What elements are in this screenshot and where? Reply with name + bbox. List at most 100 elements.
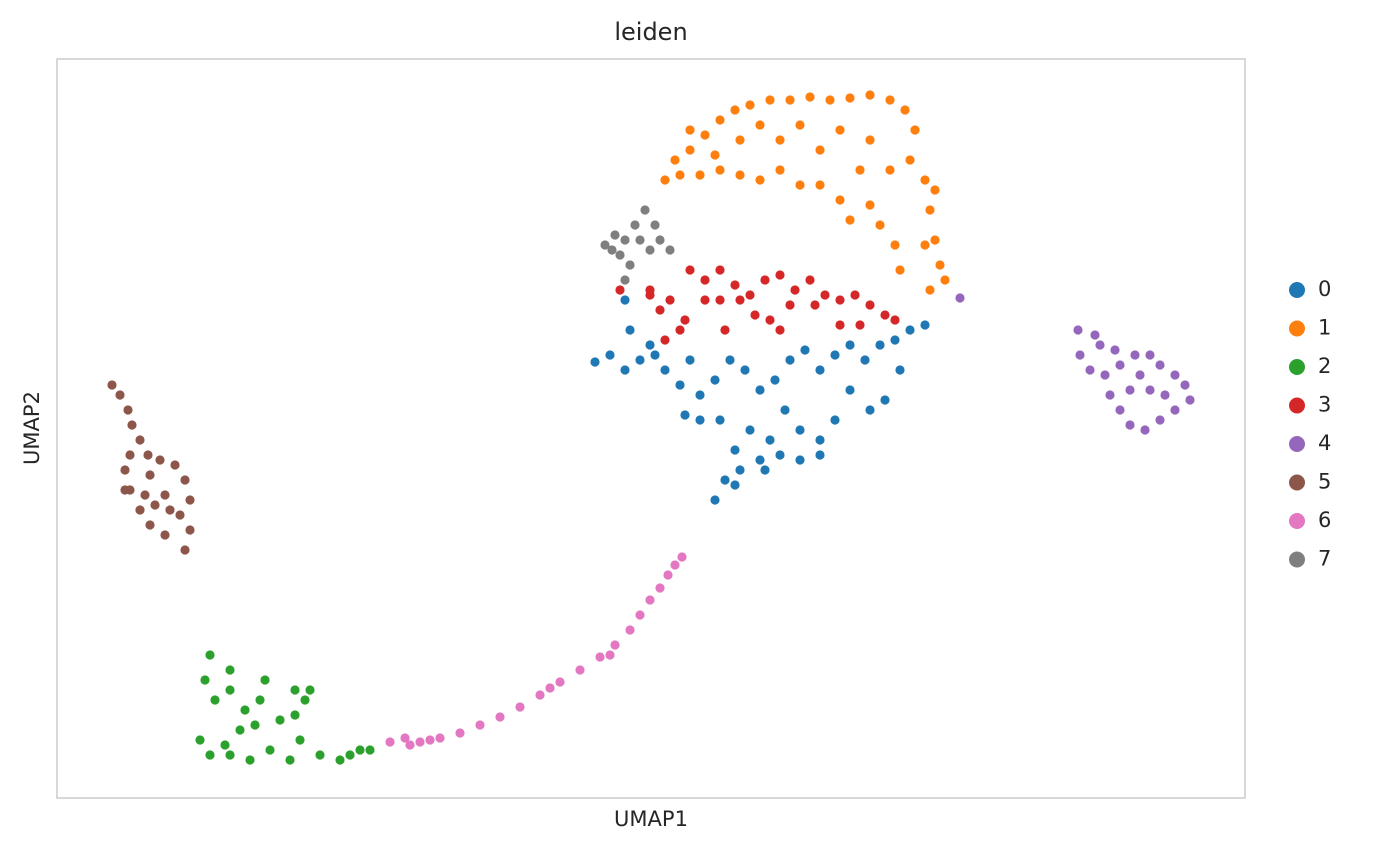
point [640, 205, 650, 215]
point [655, 305, 665, 315]
point [835, 125, 845, 135]
point [775, 165, 785, 175]
point [865, 300, 875, 310]
point [695, 415, 705, 425]
point [730, 480, 740, 490]
point [620, 275, 630, 285]
point [675, 380, 685, 390]
point [715, 265, 725, 275]
point [755, 385, 765, 395]
point [607, 245, 617, 255]
point [1140, 425, 1150, 435]
point [140, 490, 150, 500]
point [685, 355, 695, 365]
point [575, 665, 585, 675]
point [1085, 365, 1095, 375]
point [865, 135, 875, 145]
point [920, 240, 930, 250]
point [885, 95, 895, 105]
legend-label: 6 [1318, 508, 1331, 532]
point [1145, 350, 1155, 360]
point [225, 665, 235, 675]
point [670, 155, 680, 165]
point [1160, 390, 1170, 400]
legend-label: 5 [1318, 470, 1331, 494]
point [710, 150, 720, 160]
point [160, 530, 170, 540]
point [1145, 385, 1155, 395]
point [605, 350, 615, 360]
y-axis-label: UMAP2 [20, 391, 44, 465]
point [735, 295, 745, 305]
point [610, 230, 620, 240]
point [675, 325, 685, 335]
point [135, 505, 145, 515]
point [700, 130, 710, 140]
point [285, 755, 295, 765]
point [590, 357, 600, 367]
point [355, 745, 365, 755]
point [290, 710, 300, 720]
point [835, 195, 845, 205]
point [740, 365, 750, 375]
point [680, 315, 690, 325]
point [920, 320, 930, 330]
chart-title: leiden [614, 18, 687, 46]
point [650, 350, 660, 360]
point [645, 340, 655, 350]
point [930, 185, 940, 195]
point [1170, 405, 1180, 415]
point [765, 435, 775, 445]
point [615, 250, 625, 260]
point [765, 95, 775, 105]
point [143, 450, 153, 460]
point [735, 465, 745, 475]
point [405, 740, 415, 750]
point [1185, 395, 1195, 405]
point [645, 595, 655, 605]
point [205, 650, 215, 660]
point [765, 315, 775, 325]
point [785, 95, 795, 105]
point [663, 570, 673, 580]
point [1110, 345, 1120, 355]
point [210, 695, 220, 705]
point [785, 300, 795, 310]
point [900, 105, 910, 115]
point [745, 100, 755, 110]
point [650, 220, 660, 230]
point [620, 365, 630, 375]
point [845, 385, 855, 395]
point [850, 290, 860, 300]
legend-marker [1289, 282, 1305, 298]
point [660, 175, 670, 185]
legend-label: 4 [1318, 431, 1331, 455]
point [1095, 340, 1105, 350]
point [535, 690, 545, 700]
point [120, 485, 130, 495]
point [145, 520, 155, 530]
point [710, 375, 720, 385]
point [145, 470, 155, 480]
point [515, 702, 525, 712]
point [1125, 385, 1135, 395]
point [890, 315, 900, 325]
legend: 0 1 2 3 4 5 6 7 [1289, 277, 1331, 571]
point [865, 405, 875, 415]
point [1090, 330, 1100, 340]
point [860, 355, 870, 365]
point [625, 325, 635, 335]
point [610, 640, 620, 650]
point [925, 205, 935, 215]
point [220, 740, 230, 750]
point [955, 293, 965, 303]
point [775, 325, 785, 335]
point [865, 90, 875, 100]
point [665, 295, 675, 305]
point [715, 115, 725, 125]
point [595, 652, 605, 662]
point [225, 685, 235, 695]
point [175, 510, 185, 520]
plot-frame [56, 58, 1246, 799]
